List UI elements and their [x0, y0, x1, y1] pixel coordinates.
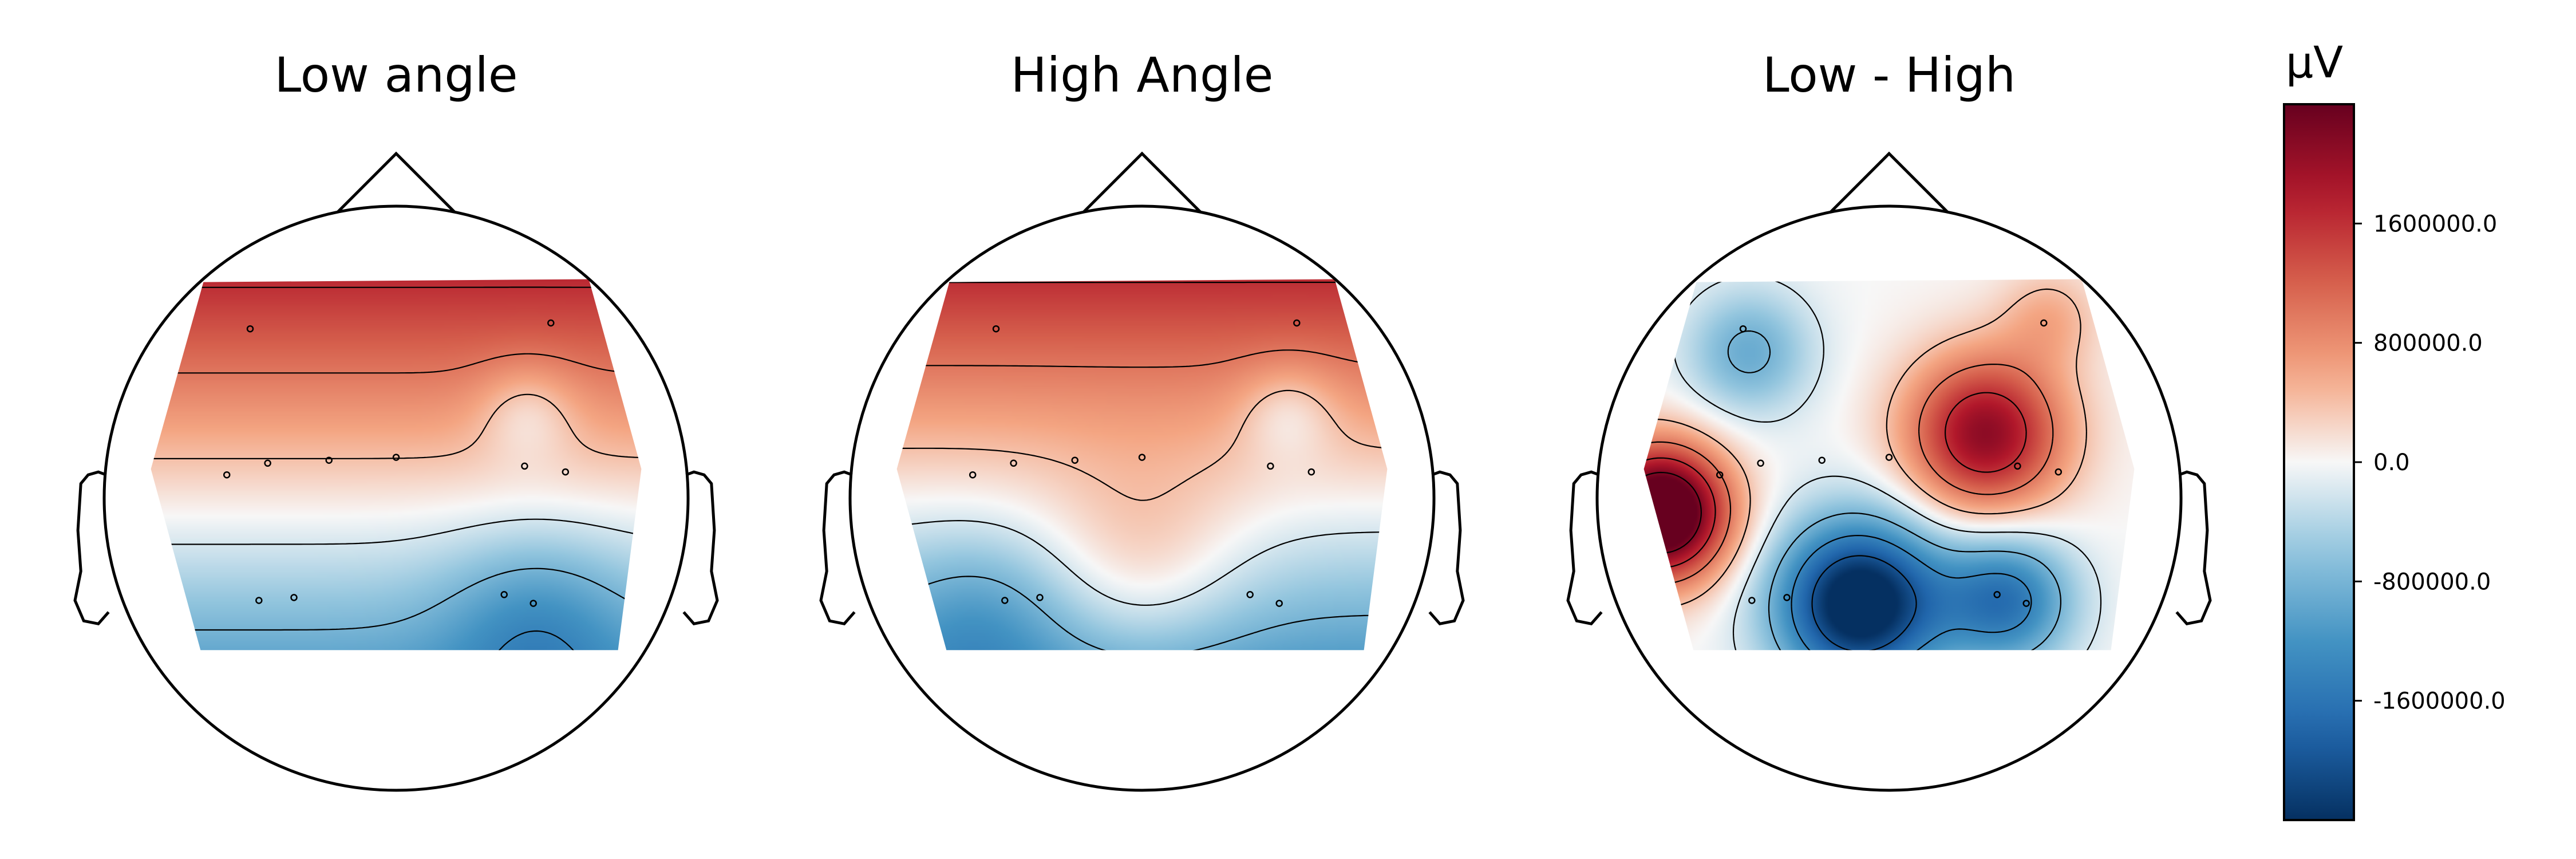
colorbar-tick-label: 1600000.0 — [2373, 211, 2497, 237]
contour-line — [1643, 392, 2027, 569]
head-circle — [102, 204, 690, 792]
sensor-marker — [246, 325, 254, 333]
ear-outline-right — [682, 470, 719, 626]
sensor-marker — [392, 454, 400, 461]
contour-line — [1727, 330, 2061, 651]
sensor-marker — [1885, 454, 1893, 461]
contour-lines — [1643, 279, 2102, 651]
ear-outline-left — [819, 470, 856, 626]
sensor-marker — [2022, 600, 2030, 607]
sensor-marker — [2055, 468, 2063, 476]
colorbar-tick-label: -800000.0 — [2373, 569, 2491, 595]
potential-field — [1643, 279, 2135, 651]
contour-line — [852, 660, 1432, 711]
head-circle — [848, 204, 1436, 792]
sensor-marker — [1293, 319, 1301, 327]
ear-outline-left — [73, 470, 110, 626]
sensor-marker — [325, 456, 333, 464]
sensor-marker — [521, 462, 528, 470]
sensor-marker — [290, 594, 298, 601]
field-raster — [896, 279, 1388, 651]
colorbar-ticks: 1600000.0 800000.0 0.0 -800000.0 -1600000.0 — [2354, 211, 2506, 715]
panel-title: High Angle — [1011, 47, 1274, 103]
sensor-marker — [530, 600, 537, 607]
head-circle — [1595, 204, 2183, 792]
nose-outline — [337, 151, 456, 213]
sensor-marker — [1036, 594, 1044, 601]
contour-line — [896, 520, 1388, 606]
sensor-marker — [1783, 594, 1791, 601]
colorbar-tick-label: 0.0 — [2373, 450, 2410, 476]
sensor-marker — [500, 591, 508, 598]
sensor-marker — [562, 468, 570, 476]
sensor-marker — [2014, 462, 2021, 470]
colorbar-tick-label: -1600000.0 — [2373, 688, 2506, 715]
contour-line — [1791, 535, 2032, 651]
sensor-marker — [1818, 456, 1826, 464]
sensor-marker — [1757, 459, 1764, 467]
sensor-marker — [1001, 597, 1009, 604]
ear-outline-right — [1428, 470, 1465, 626]
ear-outline-right — [2175, 470, 2212, 626]
sensor-marker — [1716, 471, 1724, 479]
colorbar-tick-label: 800000.0 — [2373, 330, 2483, 357]
sensor-marker — [255, 597, 263, 604]
head-outline — [73, 151, 719, 792]
nose-outline — [1082, 151, 1202, 213]
topomap-panel-high-angle: High Angle — [819, 47, 1465, 792]
head-outline — [1566, 151, 2212, 792]
sensor-marker — [1071, 456, 1078, 464]
contour-line — [1643, 364, 2054, 585]
contour-line — [1811, 555, 1917, 651]
panel-title: Low angle — [274, 47, 517, 103]
potential-field — [852, 279, 1432, 783]
sensor-marker — [969, 471, 977, 479]
sensor-markers — [1716, 319, 2063, 607]
sensor-marker — [1748, 597, 1756, 604]
field-raster — [151, 279, 642, 651]
sensor-marker — [1739, 325, 1747, 333]
field-raster — [1643, 279, 2135, 651]
head-outline — [819, 151, 1465, 792]
contour-line — [151, 518, 642, 545]
colorbar-unit-label: µV — [2286, 37, 2343, 88]
colorbar-gradient — [2283, 103, 2355, 821]
contour-line — [1643, 288, 2087, 609]
sensor-marker — [1993, 591, 2001, 598]
colorbar: µV 1600000.0 800000.0 0.0 -800000.0 -1600000… — [2283, 37, 2506, 821]
sensor-marker — [992, 325, 1000, 333]
sensor-marker — [264, 459, 271, 467]
topomap-panel-low-angle: Low angle — [73, 47, 719, 792]
sensor-marker — [223, 471, 231, 479]
sensor-marker — [1267, 462, 1274, 470]
sensor-marker — [1138, 454, 1146, 461]
contour-line — [852, 781, 1432, 783]
nose-outline — [1830, 151, 1949, 213]
panel-title: Low - High — [1763, 47, 2016, 103]
sensor-marker — [1010, 459, 1017, 467]
sensor-marker — [1307, 468, 1315, 476]
sensor-markers — [223, 319, 570, 607]
sensor-marker — [1275, 600, 1283, 607]
sensor-markers — [969, 319, 1315, 607]
ear-outline-left — [1566, 470, 1603, 626]
topomap-panel-difference: Low - High — [1566, 47, 2212, 792]
sensor-marker — [1246, 591, 1254, 598]
contour-line — [151, 630, 642, 651]
sensor-marker — [2040, 319, 2048, 327]
sensor-marker — [547, 319, 555, 327]
potential-field — [151, 279, 642, 651]
contour-line — [1673, 279, 2102, 651]
